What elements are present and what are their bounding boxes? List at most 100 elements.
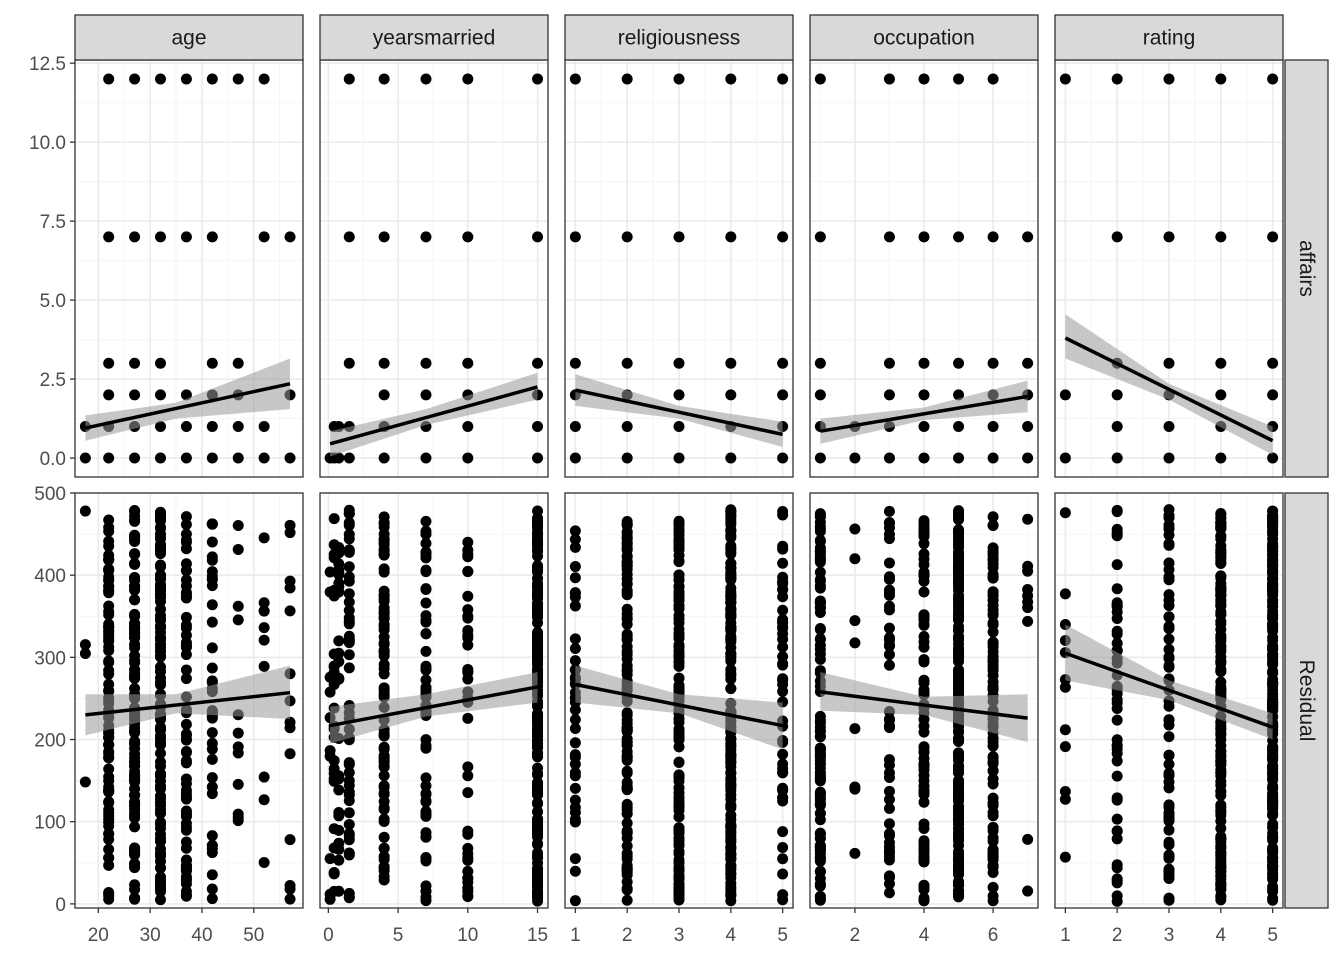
data-point <box>814 840 826 852</box>
data-point <box>103 785 115 797</box>
data-point <box>206 642 218 654</box>
data-point <box>462 420 474 432</box>
data-point <box>180 641 192 653</box>
data-point <box>206 830 218 842</box>
panel-affairs-occupation <box>809 59 1039 478</box>
panel-affairs-yearsmarried <box>319 59 549 478</box>
data-point <box>1022 833 1034 845</box>
data-point <box>1215 629 1227 641</box>
data-point <box>883 878 895 890</box>
data-point <box>673 726 685 738</box>
data-point <box>987 420 999 432</box>
data-point <box>1163 824 1175 836</box>
data-point <box>232 815 244 827</box>
data-point <box>129 664 141 676</box>
data-point <box>1215 231 1227 243</box>
data-point <box>462 73 474 85</box>
data-point <box>777 673 789 685</box>
column-strip-label: rating <box>1143 27 1196 50</box>
data-point <box>918 759 930 771</box>
data-point <box>777 853 789 865</box>
data-point <box>987 452 999 464</box>
data-point <box>378 624 390 636</box>
data-point <box>155 793 166 805</box>
data-point <box>155 849 166 861</box>
data-point <box>1111 825 1123 837</box>
data-point <box>532 852 544 864</box>
data-point <box>725 542 737 554</box>
data-point <box>569 600 581 612</box>
data-point <box>1163 815 1175 827</box>
data-point <box>333 773 345 785</box>
y-tick-label: 10.0 <box>29 133 66 154</box>
column-strip-background <box>809 14 1039 61</box>
panel-marks <box>79 504 296 906</box>
data-point <box>333 843 345 855</box>
column-strip-background <box>564 14 794 61</box>
data-point <box>1111 583 1123 595</box>
data-point <box>206 883 218 895</box>
data-point <box>1111 703 1123 715</box>
data-point <box>849 452 861 464</box>
data-point <box>621 612 633 624</box>
data-point <box>462 787 474 799</box>
data-point <box>155 452 166 464</box>
panel-marks <box>79 73 296 464</box>
data-point <box>953 781 965 793</box>
data-point <box>918 452 930 464</box>
data-point <box>232 452 244 464</box>
data-point <box>1215 666 1227 678</box>
data-point <box>1215 822 1227 834</box>
data-point <box>1163 894 1175 906</box>
data-point <box>621 751 633 763</box>
data-point <box>725 868 737 880</box>
data-point <box>103 859 115 871</box>
data-point <box>155 533 166 545</box>
data-point <box>814 890 826 902</box>
data-point <box>883 802 895 814</box>
data-point <box>180 807 192 819</box>
data-point <box>180 718 192 730</box>
data-point <box>814 787 826 799</box>
data-point <box>1111 873 1123 885</box>
data-point <box>284 748 296 760</box>
data-point <box>814 633 826 645</box>
data-point <box>378 637 390 649</box>
data-point <box>378 357 390 369</box>
data-point <box>420 885 432 897</box>
data-point <box>1267 642 1279 654</box>
data-point <box>673 389 685 401</box>
data-point <box>725 557 737 569</box>
data-point <box>953 608 965 620</box>
data-point <box>1267 573 1279 585</box>
data-point <box>777 73 789 85</box>
data-point <box>532 778 544 790</box>
data-point <box>1111 523 1123 535</box>
data-point <box>333 635 345 647</box>
data-point <box>155 506 166 518</box>
data-point <box>129 231 141 243</box>
data-point <box>673 357 685 369</box>
data-point <box>1215 862 1227 874</box>
data-point <box>621 556 633 568</box>
data-point <box>1163 866 1175 878</box>
data-point <box>918 73 930 85</box>
data-point <box>725 231 737 243</box>
data-point <box>987 511 999 523</box>
data-point <box>621 707 633 719</box>
data-point <box>1111 739 1123 751</box>
data-point <box>569 722 581 734</box>
data-point <box>180 389 192 401</box>
data-point <box>129 773 141 785</box>
data-point <box>883 722 895 734</box>
data-point <box>206 73 218 85</box>
data-point <box>420 808 432 820</box>
data-point <box>1111 612 1123 624</box>
data-point <box>378 813 390 825</box>
data-point <box>814 525 826 537</box>
data-point <box>155 768 166 780</box>
data-point <box>1163 633 1175 645</box>
data-point <box>814 231 826 243</box>
data-point <box>378 770 390 782</box>
